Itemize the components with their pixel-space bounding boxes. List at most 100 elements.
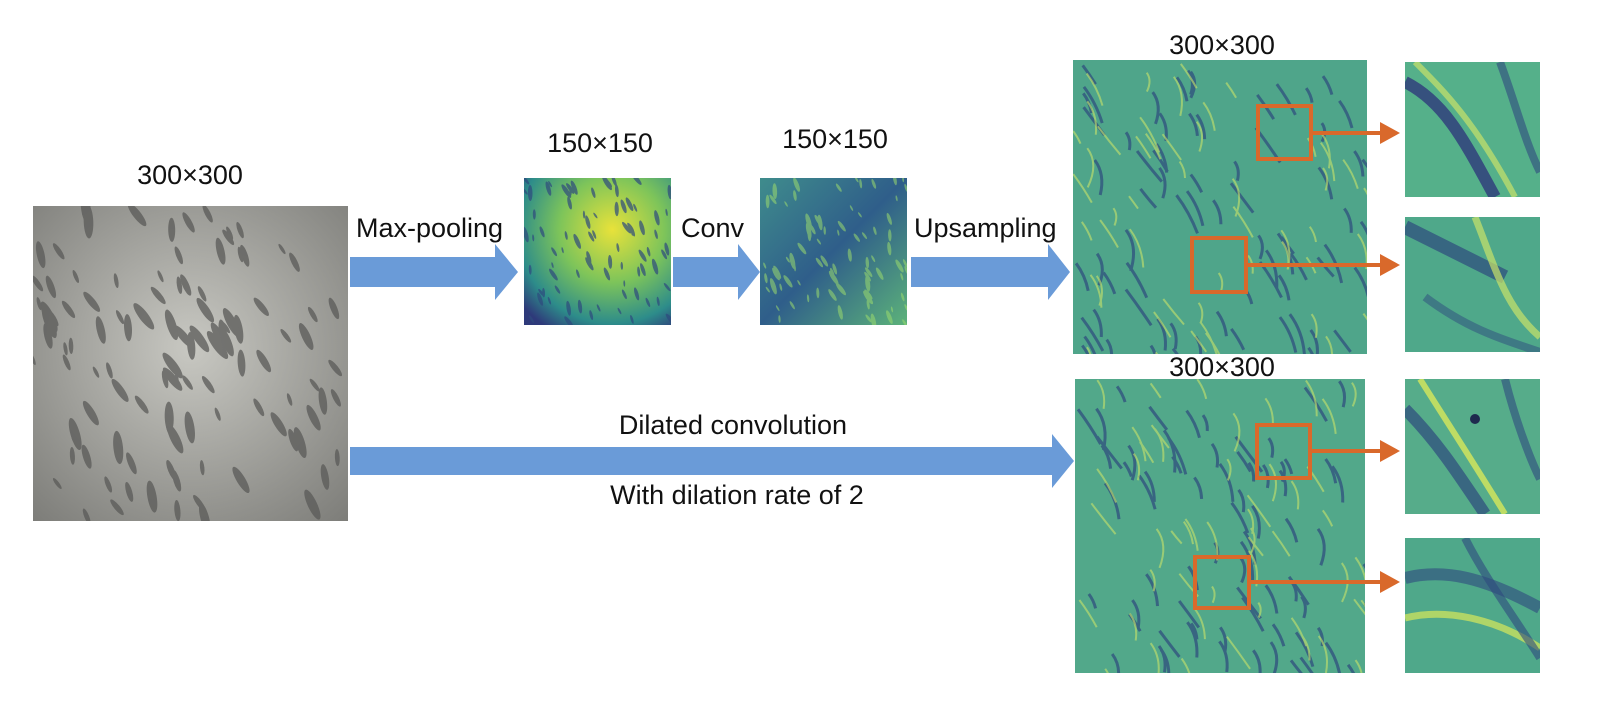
fish-texture-stroke [1150, 424, 1170, 449]
fish-texture-shape [193, 494, 206, 512]
upsampling-label: Upsampling [914, 213, 1057, 243]
fish-texture-shape [887, 241, 892, 256]
fish-texture-stroke [1112, 207, 1118, 226]
fish-texture-shape [570, 180, 578, 195]
fish-texture-shape [875, 267, 884, 280]
fish-texture-shape [113, 273, 119, 288]
fish-texture-shape [645, 297, 651, 308]
fish-texture-shape [33, 275, 44, 292]
fish-texture-shape [566, 183, 575, 194]
fish-texture-shape [832, 263, 838, 275]
fish-texture-shape [237, 349, 246, 377]
fish-texture-shape [306, 404, 321, 431]
fish-texture-shape [629, 224, 636, 237]
fish-texture-shape [853, 233, 861, 242]
fish-texture-shape [764, 273, 768, 284]
fish-texture-stroke [1090, 502, 1117, 535]
pool-size-label: 150×150 [547, 128, 653, 158]
fish-texture-stroke [1137, 474, 1157, 510]
fish-texture-shape [654, 229, 658, 240]
fish-texture-shape [201, 376, 215, 394]
fish-texture-stroke [1359, 220, 1367, 236]
fish-texture-shape [902, 319, 907, 325]
fish-texture-shape [769, 194, 777, 205]
fish-texture-stroke [1353, 266, 1367, 298]
fish-texture-shape [614, 184, 619, 198]
fish-texture-stroke [1321, 75, 1334, 96]
fish-texture-stroke [1300, 595, 1307, 619]
fish-texture-stroke [1320, 133, 1331, 169]
fish-texture-shape [816, 238, 822, 245]
fish-texture-shape [797, 242, 807, 255]
fish-texture-stroke [1316, 626, 1324, 647]
fish-texture-shape [110, 499, 124, 516]
fish-texture-shape [857, 212, 862, 218]
fish-texture-stroke [1110, 653, 1121, 673]
fish-texture-stroke [1089, 274, 1103, 308]
fish-texture-stroke [1104, 668, 1109, 673]
fish-texture-shape [63, 342, 68, 356]
fish-texture-stroke [1170, 530, 1183, 545]
fish-texture-shape [870, 313, 877, 325]
fish-texture-shape [886, 212, 892, 225]
dilated-feature-map [1075, 379, 1365, 673]
fish-texture-stroke [1156, 317, 1167, 351]
fish-texture-stroke [1354, 659, 1363, 673]
fish-texture-stroke [1175, 76, 1189, 102]
fish-texture-shape [104, 476, 113, 493]
fish-texture-shape [236, 221, 244, 239]
fish-texture-shape [35, 241, 46, 269]
conv-arrow [673, 244, 760, 300]
fish-texture-shape [174, 246, 184, 265]
fish-texture-stroke [1233, 160, 1240, 181]
zoom-box-up-2 [1190, 236, 1248, 294]
fish-texture-shape [589, 310, 594, 321]
fish-texture-shape [564, 231, 568, 240]
fish-texture-shape [187, 332, 196, 360]
fish-texture-shape [189, 325, 210, 353]
fish-texture-shape [871, 179, 877, 189]
input-fish-image [33, 206, 348, 521]
zoom-crop-up-2-render [1405, 217, 1540, 352]
fish-texture-stroke [1226, 636, 1251, 670]
fish-texture-stroke [1354, 556, 1365, 583]
fish-texture-stroke [1247, 462, 1256, 482]
fish-texture-shape [585, 257, 594, 271]
fish-texture-stroke [1342, 159, 1359, 189]
fish-texture-shape [835, 183, 842, 192]
fish-texture-shape [232, 466, 250, 494]
fish-texture-shape [40, 301, 58, 333]
fish-texture-shape [80, 206, 91, 224]
fish-texture-shape [577, 299, 583, 314]
fish-texture-stroke [1158, 629, 1181, 658]
fish-texture-stroke [1219, 626, 1228, 653]
dilation-rate-label: With dilation rate of 2 [610, 480, 864, 510]
fish-texture-stroke [1189, 622, 1199, 640]
fish-texture-shape [763, 262, 767, 269]
fish-texture-shape [573, 233, 582, 249]
fish-texture-stroke [1226, 458, 1232, 481]
fish-texture-shape [134, 395, 149, 414]
fish-texture-shape [654, 210, 660, 226]
fish-texture-shape [865, 256, 870, 269]
fish-texture-shape [62, 354, 71, 371]
fish-texture-shape [900, 272, 904, 281]
fish-texture-shape [765, 286, 770, 293]
fish-texture-shape [837, 229, 840, 236]
dilated-size-label: 300×300 [1169, 352, 1275, 382]
fish-texture-stroke [1149, 642, 1160, 673]
fish-texture-shape [45, 275, 57, 299]
fish-texture-shape [307, 306, 318, 323]
fish-texture-stroke [1096, 379, 1106, 409]
fish-texture-stroke [1278, 469, 1288, 497]
fish-texture-shape [567, 196, 572, 210]
fish-texture-stroke [1212, 199, 1223, 225]
fish-texture-stroke [1080, 316, 1105, 352]
fish-texture-shape [222, 229, 235, 246]
fish-texture-stroke [1307, 346, 1314, 354]
fish-texture-shape [180, 274, 192, 296]
fish-texture-stroke [1239, 557, 1247, 584]
fish-texture-stroke [1321, 398, 1337, 434]
fish-texture-shape [809, 223, 816, 235]
fish-texture-stroke [1197, 302, 1204, 324]
